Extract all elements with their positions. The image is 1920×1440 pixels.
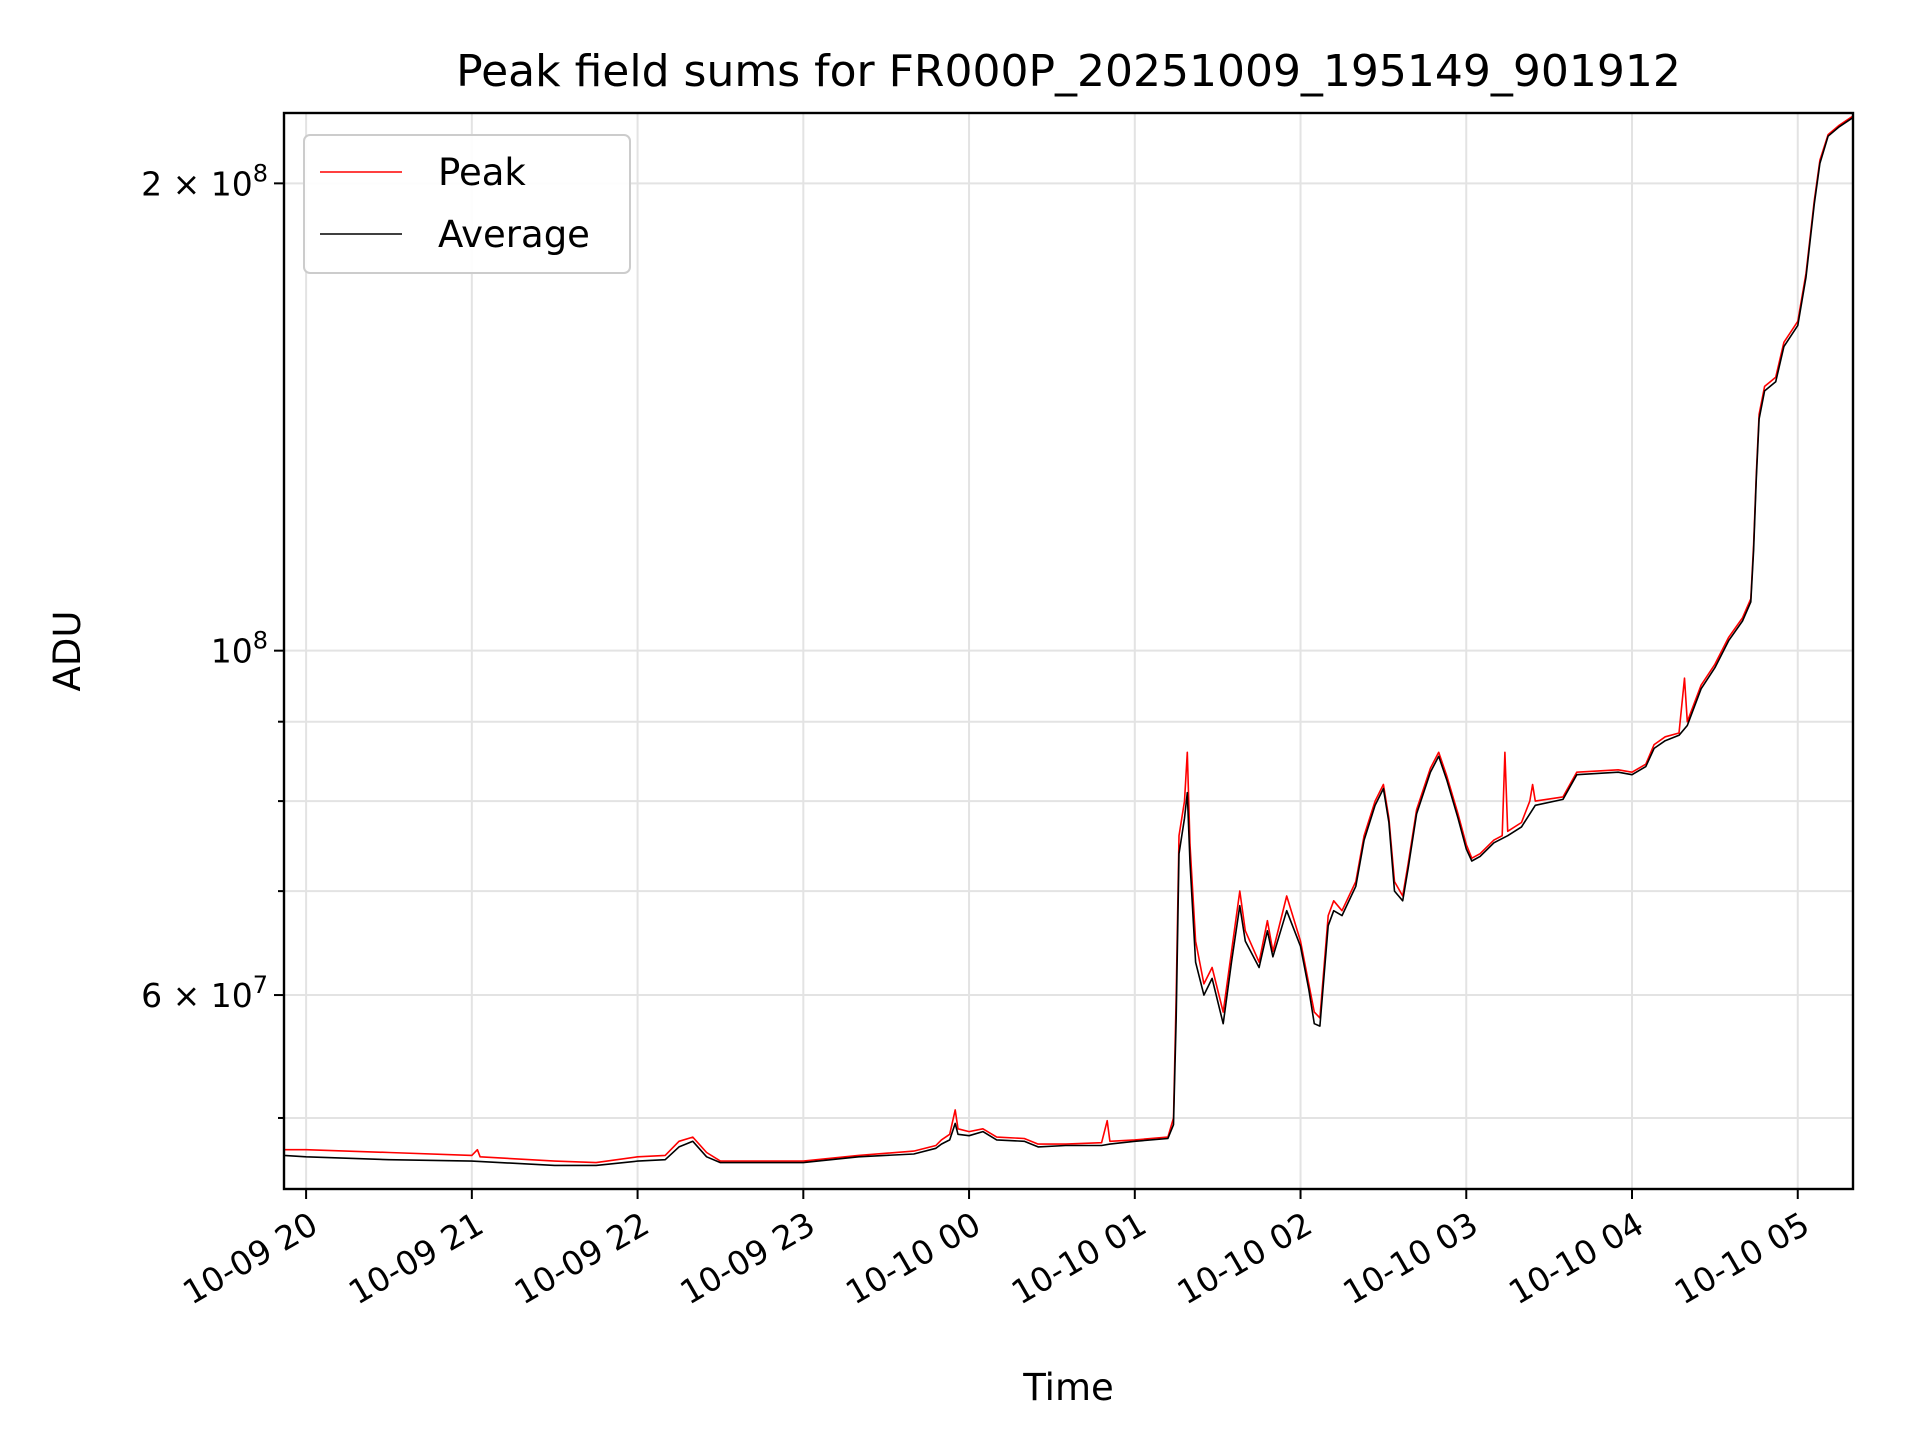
legend-box [303,134,631,274]
plot-lines [283,115,1854,1167]
legend: Peak Average [303,134,631,274]
series-line-peak [284,115,1854,1164]
legend-label-average: Average [438,213,590,256]
y-tick-label: 2 × 108 [141,159,268,203]
legend-label-peak: Peak [438,151,526,194]
series-line-average [283,116,1854,1167]
y-tick-label: 6 × 107 [141,971,268,1015]
x-axis-label: Time [1022,1366,1114,1409]
grid [284,113,1853,1189]
y-tick-label: 108 [211,627,268,671]
y-axis-label: ADU [46,611,89,692]
chart-title: Peak field sums for FR000P_20251009_1951… [456,46,1681,97]
